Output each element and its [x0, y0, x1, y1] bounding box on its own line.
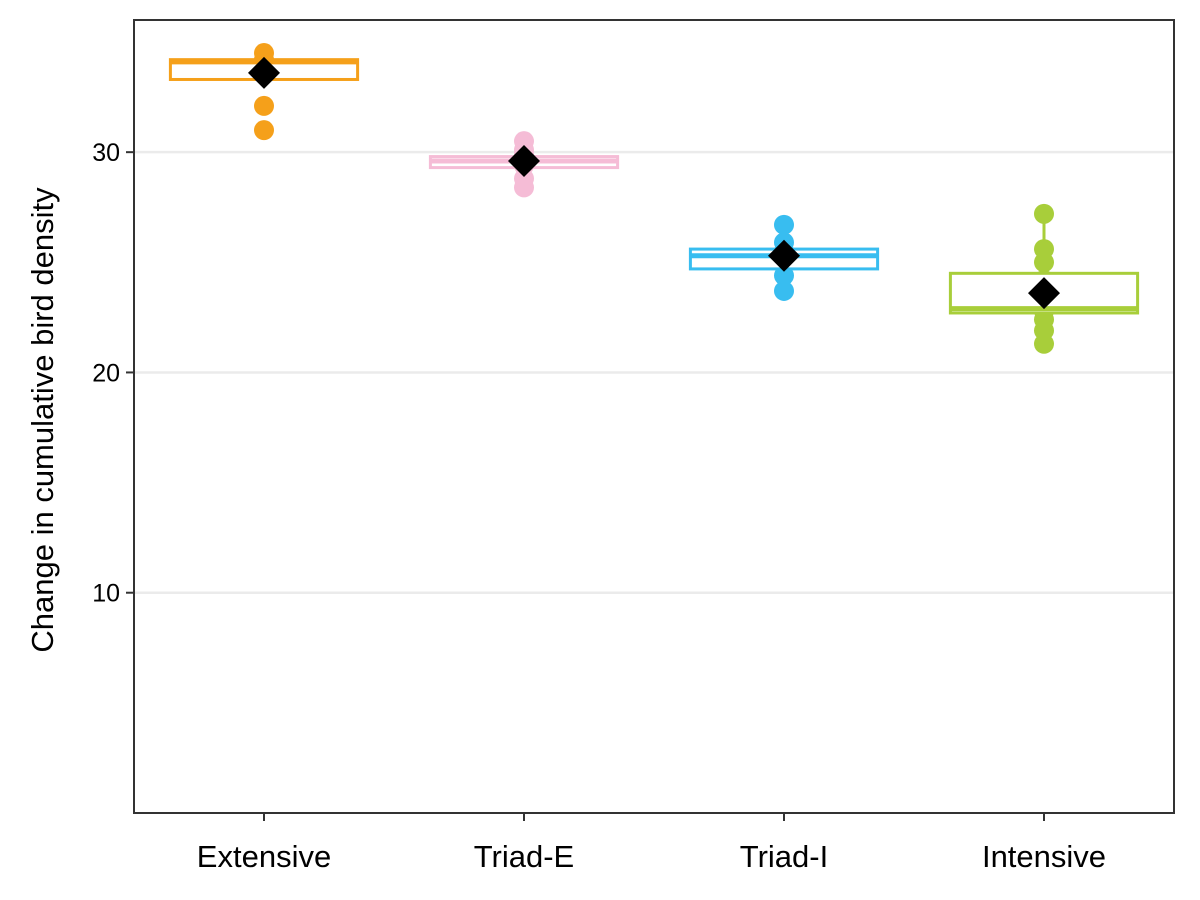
box-group-triad-e: [428, 131, 620, 198]
axes: 10 20 30 Extensive Triad-E Triad-I Intensive: [92, 139, 1106, 874]
x-tick-label: Triad-I: [740, 839, 828, 874]
box-group-triad-i: [688, 214, 880, 301]
mean-diamond: [508, 144, 540, 177]
box-group-intensive: [948, 203, 1140, 354]
data-point: [1034, 203, 1054, 224]
data-point: [774, 214, 794, 235]
y-tick-label: 30: [92, 139, 120, 167]
plot-panel-border: [133, 19, 1175, 814]
mean-diamond: [768, 239, 800, 272]
data-point: [774, 280, 794, 301]
data-point: [254, 95, 274, 116]
x-tick-label: Triad-E: [474, 839, 574, 874]
y-tick-label: 10: [92, 580, 120, 608]
mean-diamond: [1028, 277, 1060, 310]
box-plots: [168, 43, 1140, 354]
x-tick-label: Intensive: [982, 839, 1106, 874]
data-point: [774, 265, 794, 286]
y-axis-label: Change in cumulative bird density: [25, 187, 60, 653]
mean-diamond: [248, 56, 280, 89]
data-point: [254, 120, 274, 141]
grid-lines: [134, 150, 1174, 594]
y-tick-label: 20: [92, 359, 120, 387]
box-group-extensive: [168, 43, 360, 141]
data-point: [514, 177, 534, 198]
data-point: [1034, 333, 1054, 354]
x-tick-label: Extensive: [197, 839, 331, 874]
data-point: [1034, 252, 1054, 273]
